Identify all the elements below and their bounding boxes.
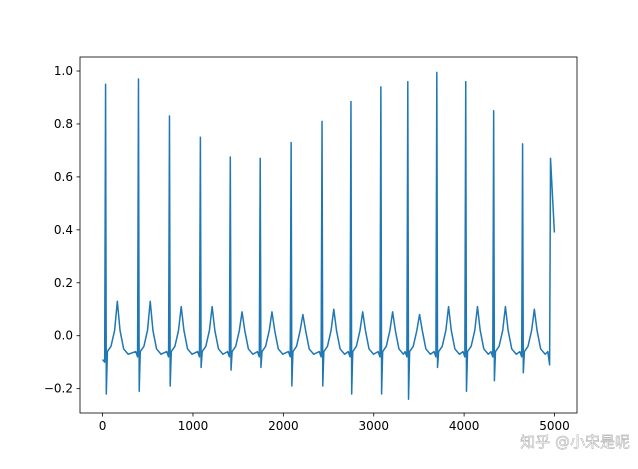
x-tick-label: 4000 — [449, 419, 480, 433]
y-tick-label: −0.2 — [44, 382, 73, 396]
x-tick-label: 2000 — [268, 419, 299, 433]
x-tick-label: 3000 — [358, 419, 389, 433]
y-tick-label: 0.0 — [54, 329, 73, 343]
ecg-line — [102, 71, 556, 400]
axes-frame — [79, 56, 578, 414]
y-tick-label: 1.0 — [54, 64, 73, 78]
x-tick-label: 5000 — [539, 419, 570, 433]
y-tick-label: 0.2 — [54, 276, 73, 290]
watermark: 知乎 @小宋是呢 — [520, 433, 630, 451]
y-tick-label: 0.4 — [54, 223, 73, 237]
y-tick-label: 0.8 — [54, 117, 73, 131]
x-tick-label: 0 — [99, 419, 107, 433]
x-tick-label: 1000 — [178, 419, 209, 433]
y-tick-label: 0.6 — [54, 170, 73, 184]
